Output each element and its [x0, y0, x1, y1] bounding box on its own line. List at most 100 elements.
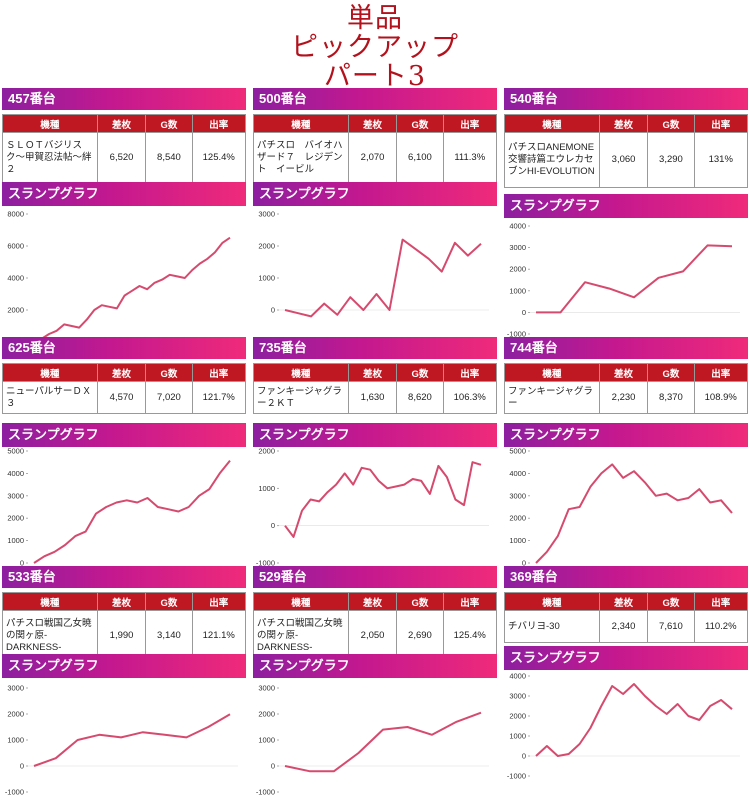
col-header-diff: 差枚	[96, 592, 147, 611]
machine-panel: 540番台 機種 差枚 G数 出率 パチスロANEMONE交響詩篇エウレカセブン…	[504, 88, 749, 346]
machine-name-cell: パチスロ戦国乙女暁の関ヶ原-DARKNESS-	[2, 610, 98, 661]
machine-number-banner: 500番台	[253, 88, 497, 110]
slump-graph-banner: スランプグラフ	[504, 423, 748, 447]
col-header-machine: 機種	[2, 363, 98, 382]
col-header-diff: 差枚	[96, 114, 147, 133]
slump-line	[535, 463, 733, 564]
machine-number: 369番台	[510, 569, 558, 584]
col-header-diff: 差枚	[598, 114, 649, 133]
machine-panel: 500番台 機種 差枚 G数 出率 パチスロ バイオハザード７ レジデント イー…	[253, 88, 498, 354]
machine-number-banner: 369番台	[504, 566, 748, 588]
slump-chart: 0 1000 2000 3000 4000 5000	[7, 447, 231, 568]
slump-line	[33, 236, 231, 343]
y-tick-label: 1000	[509, 732, 526, 741]
table-row: ファンキージャグラー 2,230 8,370 108.9%	[504, 381, 749, 414]
y-tick-label: 1000	[7, 536, 24, 545]
machine-number-banner: 457番台	[2, 88, 246, 110]
rate-cell: 121.1%	[191, 610, 247, 661]
slump-line	[536, 244, 733, 314]
y-tick-label: 3000	[509, 491, 526, 500]
machine-name-cell: ファンキージャグラー	[504, 381, 600, 414]
machine-number-banner: 625番台	[2, 337, 246, 359]
games-cell: 8,370	[647, 381, 695, 414]
machine-info-table: 機種 差枚 G数 出率 チバリヨ-30 2,340 7,610 110.2%	[504, 592, 749, 643]
rate-cell: 108.9%	[693, 381, 749, 414]
games-cell: 3,140	[145, 610, 193, 661]
machine-panel: 735番台 機種 差枚 G数 出率 ファンキージャグラー２ＫＴ 1,630 8,…	[253, 337, 498, 575]
col-header-machine: 機種	[2, 114, 98, 133]
games-cell: 3,290	[647, 132, 695, 188]
y-tick-label: 3000	[258, 684, 275, 693]
slump-chart: -1000 0 1000 2000 3000 4000	[507, 672, 740, 781]
y-tick-label: 0	[522, 559, 526, 568]
y-tick-label: 0	[271, 521, 275, 530]
table-header-row: 機種 差枚 G数 出率	[253, 592, 498, 611]
y-tick-label: 1000	[258, 736, 275, 745]
y-tick-label: 3000	[7, 684, 24, 693]
y-tick-label: 0	[271, 306, 275, 315]
machine-number: 457番台	[8, 91, 56, 106]
slump-graph-banner: スランプグラフ	[253, 182, 497, 206]
y-tick-label: 4000	[509, 672, 526, 681]
table-header-row: 機種 差枚 G数 出率	[2, 114, 247, 133]
y-tick-label: 4000	[509, 469, 526, 478]
machine-info-table: 機種 差枚 G数 出率 ニューパルサーＤＸ３ 4,570 7,020 121.7…	[2, 363, 247, 414]
col-header-rate: 出率	[442, 114, 498, 133]
slump-graph-banner: スランプグラフ	[2, 423, 246, 447]
table-row: パチスロANEMONE交響詩篇エウレカセブンHI-EVOLUTION 3,060…	[504, 132, 749, 188]
slump-graph-label: スランプグラフ	[8, 427, 99, 442]
slump-line	[284, 238, 482, 318]
machine-name-cell: チバリヨ-30	[504, 610, 600, 643]
y-tick-label: 4000	[509, 222, 526, 231]
table-header-row: 機種 差枚 G数 出率	[2, 363, 247, 382]
diff-cell: 1,630	[347, 381, 398, 414]
machine-info-table: 機種 差枚 G数 出率 ＳＬＯＴバジリスク〜甲賀忍法帖〜絆２ 6,520 8,5…	[2, 114, 247, 183]
machine-number: 540番台	[510, 91, 558, 106]
slump-line	[284, 461, 482, 538]
diff-cell: 2,340	[598, 610, 649, 643]
col-header-machine: 機種	[504, 592, 600, 611]
machine-number: 529番台	[259, 569, 307, 584]
games-cell: 8,540	[145, 132, 193, 183]
machine-number-banner: 744番台	[504, 337, 748, 359]
slump-graph-banner: スランプグラフ	[2, 182, 246, 206]
col-header-rate: 出率	[693, 592, 749, 611]
diff-cell: 6,520	[96, 132, 147, 183]
page-title-line1: 単品	[347, 3, 403, 34]
machine-name-cell: パチスロ バイオハザード７ レジデント イービル	[253, 132, 349, 183]
machine-number: 625番台	[8, 340, 56, 355]
slump-graph-label: スランプグラフ	[510, 427, 601, 442]
rate-cell: 131%	[693, 132, 749, 188]
col-header-games: G数	[396, 114, 444, 133]
y-tick-label: 2000	[7, 710, 24, 719]
slump-line	[33, 459, 231, 564]
diff-cell: 3,060	[598, 132, 649, 188]
table-row: ファンキージャグラー２ＫＴ 1,630 8,620 106.3%	[253, 381, 498, 414]
col-header-games: G数	[647, 114, 695, 133]
table-row: パチスロ戦国乙女暁の関ヶ原-DARKNESS- 2,050 2,690 125.…	[253, 610, 498, 661]
col-header-machine: 機種	[253, 363, 349, 382]
diff-cell: 2,070	[347, 132, 398, 183]
slump-graph-label: スランプグラフ	[8, 658, 99, 673]
machine-name-cell: パチスロ戦国乙女暁の関ヶ原-DARKNESS-	[253, 610, 349, 661]
y-tick-label: 0	[522, 308, 526, 317]
table-header-row: 機種 差枚 G数 出率	[253, 114, 498, 133]
games-cell: 7,610	[647, 610, 695, 643]
slump-graph-banner: スランプグラフ	[253, 423, 497, 447]
machine-name-cell: ＳＬＯＴバジリスク〜甲賀忍法帖〜絆２	[2, 132, 98, 183]
y-tick-label: 1000	[258, 274, 275, 283]
machine-number: 500番台	[259, 91, 307, 106]
col-header-machine: 機種	[253, 114, 349, 133]
machine-info-table: 機種 差枚 G数 出率 ファンキージャグラー２ＫＴ 1,630 8,620 10…	[253, 363, 498, 414]
y-tick-label: 0	[20, 762, 24, 771]
machine-panel: 369番台 機種 差枚 G数 出率 チバリヨ-30 2,340 7,610 11…	[504, 566, 749, 788]
slump-graph-banner: スランプグラフ	[2, 654, 246, 678]
y-tick-label: 2000	[509, 712, 526, 721]
y-tick-label: 3000	[7, 491, 24, 500]
slump-chart: -1000 0 1000 2000	[256, 447, 489, 568]
y-tick-label: -1000	[507, 330, 526, 339]
col-header-games: G数	[647, 363, 695, 382]
y-tick-label: -1000	[256, 559, 275, 568]
slump-chart: 02000400060008000	[7, 210, 231, 347]
col-header-rate: 出率	[693, 114, 749, 133]
